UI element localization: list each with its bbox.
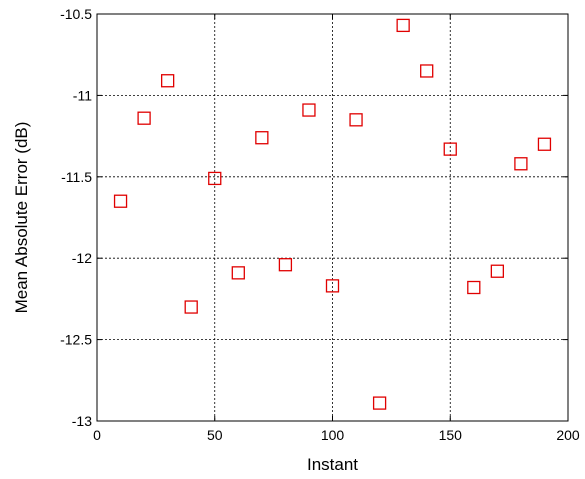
data-point xyxy=(490,264,505,278)
data-point xyxy=(278,258,293,272)
data-points xyxy=(113,18,552,410)
x-tick-label: 150 xyxy=(439,427,463,443)
data-point xyxy=(443,142,457,156)
x-tick-label: 50 xyxy=(207,427,223,443)
data-point xyxy=(467,280,481,295)
data-point xyxy=(255,131,269,145)
data-point xyxy=(349,113,363,127)
data-point xyxy=(537,137,552,151)
data-point xyxy=(231,266,245,280)
x-tick-label: 0 xyxy=(93,427,101,443)
data-point xyxy=(113,194,128,208)
data-point xyxy=(325,279,340,293)
x-tick-label: 100 xyxy=(321,427,345,443)
y-tick-label: -10.5 xyxy=(60,6,92,22)
y-tick-label: -12 xyxy=(72,250,92,266)
data-point xyxy=(514,157,528,171)
axis-ticks: 0 50 100 150 200 -13 -12.5 -12 -11.5 -11 -10.5 xyxy=(60,6,580,443)
data-point xyxy=(302,103,316,117)
y-tick-label: -12.5 xyxy=(60,332,92,348)
data-point xyxy=(160,74,175,88)
x-tick-label: 200 xyxy=(556,427,580,443)
data-point xyxy=(372,396,387,410)
data-point xyxy=(184,300,198,314)
grid-lines xyxy=(97,14,568,421)
y-tick-label: -11 xyxy=(73,87,92,103)
y-tick-label: -11.5 xyxy=(61,169,92,185)
y-tick-label: -13 xyxy=(72,413,92,429)
data-point xyxy=(420,64,434,78)
x-axis-label: Instant xyxy=(307,455,358,474)
data-point xyxy=(137,111,151,125)
data-point xyxy=(208,171,222,186)
y-axis-label: Mean Absolute Error (dB) xyxy=(12,122,31,314)
data-point xyxy=(396,18,410,33)
